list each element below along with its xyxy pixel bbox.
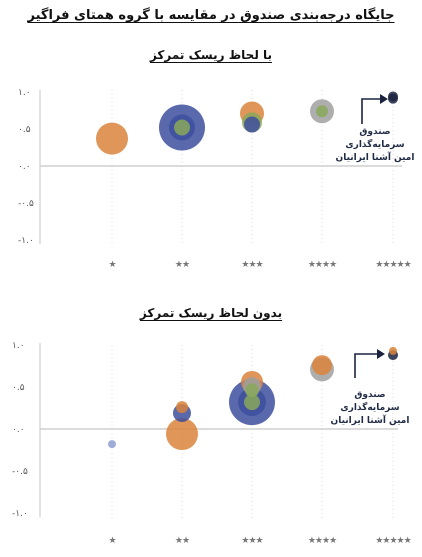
fund-arrow-head — [377, 349, 385, 359]
x-category-label: ★ — [108, 536, 116, 546]
data-point — [388, 93, 398, 104]
data-point — [96, 122, 128, 155]
y-tick-label: ۰.۰ — [12, 425, 25, 435]
data-point — [245, 383, 259, 398]
data-point — [244, 116, 260, 133]
data-point — [166, 418, 198, 451]
data-point — [174, 119, 190, 136]
x-category-label: ★★★ — [241, 536, 263, 546]
y-tick-label: ۱.۰ — [18, 88, 31, 98]
page-title: جایگاه درجه‌بندی صندوق در مقایسه با گروه… — [27, 8, 395, 23]
y-tick-label: -۱.۰ — [12, 509, 28, 519]
y-tick-label: ۰.۰ — [18, 162, 31, 172]
fund-annotation-line: سرمایه‌گذاری — [345, 138, 404, 150]
fund-annotation-line: امین آشنا ایرانیان — [336, 151, 415, 163]
x-category-label: ★★ — [175, 536, 190, 546]
x-category-label: ★★★★★ — [375, 260, 411, 270]
data-point — [244, 394, 260, 411]
y-tick-label: -۰.۵ — [18, 199, 34, 209]
fund-arrow-head — [380, 94, 388, 104]
data-point — [316, 105, 328, 118]
x-category-label: ★★★★ — [308, 536, 337, 546]
fund-arrow-line — [361, 98, 382, 124]
data-point — [312, 355, 332, 376]
fund-annotation-line: امین آشنا ایرانیان — [331, 414, 410, 426]
data-point — [108, 440, 116, 449]
x-category-label: ★★★★ — [308, 260, 337, 270]
chart-2-title: بدون لحاظ ریسک تمرکز — [139, 306, 283, 320]
y-tick-label: ۰.۵ — [12, 383, 25, 393]
fund-annotation-line: صندوق — [354, 390, 385, 400]
data-point — [389, 346, 397, 355]
x-category-label: ★★★ — [241, 260, 263, 270]
fund-annotation-line: صندوق — [359, 127, 390, 137]
y-tick-label: ۰.۵ — [18, 125, 31, 135]
x-category-label: ★★ — [175, 260, 190, 270]
fund-annotation-line: سرمایه‌گذاری — [340, 401, 399, 413]
x-category-label: ★★★★★ — [375, 536, 411, 546]
y-tick-label: ۱.۰ — [12, 341, 25, 351]
x-category-label: ★ — [108, 260, 116, 270]
y-tick-label: -۰.۵ — [12, 467, 28, 477]
data-point — [176, 401, 188, 414]
fund-arrow-line — [354, 353, 379, 378]
chart-1-title: با لحاظ ریسک تمرکز — [149, 48, 273, 62]
y-tick-label: -۱.۰ — [18, 236, 34, 246]
